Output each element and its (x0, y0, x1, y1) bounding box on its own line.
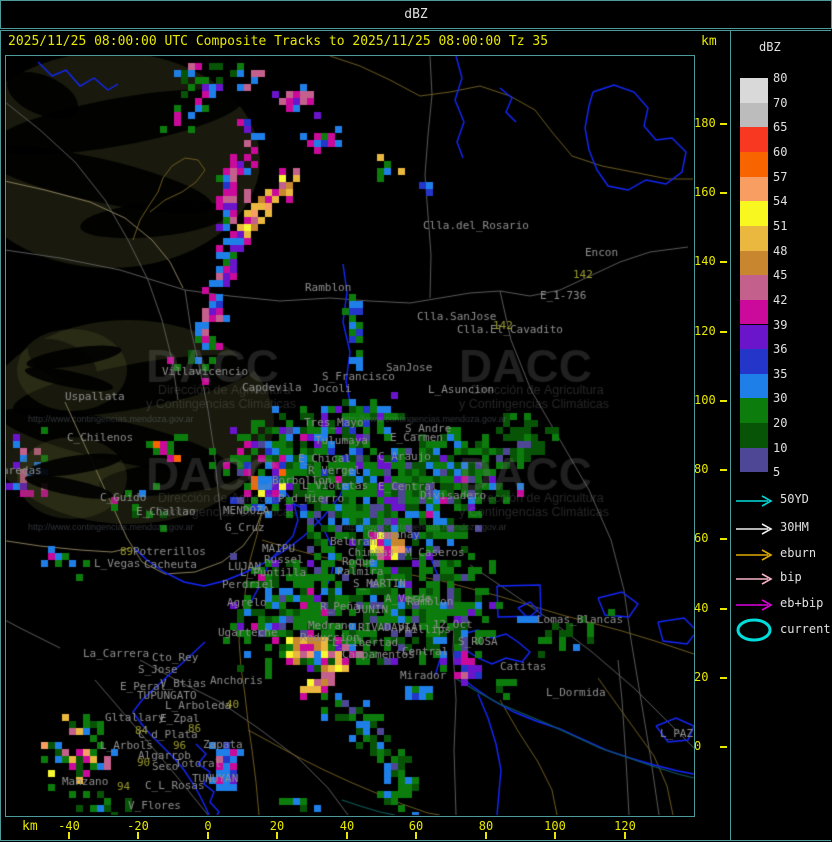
x-tick-mark (554, 832, 556, 839)
x-tick-mark (624, 832, 626, 839)
legend-item-label: 30HM (780, 520, 809, 534)
legend-item-label: current (780, 622, 831, 636)
header-unit-km: km (701, 34, 717, 49)
current-ellipse-icon (735, 617, 777, 643)
y-tick-mark (720, 746, 727, 748)
track-arrow-icon (735, 547, 777, 561)
colorbar-label: 10 (773, 440, 788, 455)
x-tick-mark (207, 832, 209, 839)
y-tick-mark (720, 400, 727, 402)
x-tick-label: -40 (58, 819, 80, 833)
legend-item-label: eburn (780, 546, 817, 560)
colorbar-label: 65 (773, 120, 788, 135)
colorbar-swatch (740, 102, 768, 128)
colorbar-label: 35 (773, 366, 788, 381)
colorbar-label: 20 (773, 416, 788, 431)
colorbar-swatch (740, 127, 768, 152)
colorbar-label: 54 (773, 194, 788, 209)
y-tick-mark (720, 677, 727, 679)
x-tick-label: 100 (544, 819, 566, 833)
y-tick-label: 100 (694, 393, 716, 407)
colorbar-swatch (740, 201, 768, 226)
colorbar-swatch (740, 398, 768, 424)
y-tick-label: 60 (694, 531, 709, 545)
y-tick-label: 160 (694, 185, 716, 199)
y-tick-mark (720, 261, 727, 263)
colorbar-swatch (740, 78, 768, 103)
x-axis-unit: km (22, 819, 38, 834)
x-tick-label: 60 (408, 819, 424, 833)
top-title-bar: dBZ (0, 0, 832, 29)
y-tick-mark (720, 123, 727, 125)
colorbar-swatch (740, 151, 768, 177)
y-tick-mark (720, 469, 727, 471)
y-tick-label: 140 (694, 254, 716, 268)
x-tick-label: 0 (204, 819, 212, 833)
x-tick-mark (276, 832, 278, 839)
track-arrow-icon (735, 493, 777, 507)
x-tick-mark (68, 832, 70, 839)
y-tick-mark (720, 331, 727, 333)
top-title: dBZ (404, 7, 428, 22)
colorbar-sidebar: dBZ 80 70 65 60 57 54 51 48 45 42 39 36 35 30 20 10 5 50… (731, 31, 831, 840)
x-tick-label: 120 (614, 819, 636, 833)
y-tick-mark (720, 192, 727, 194)
y-tick-label: 0 (694, 739, 702, 753)
track-arrow-icon (735, 597, 777, 611)
x-tick-mark (415, 832, 417, 839)
map-border (5, 55, 695, 817)
y-tick-label: 120 (694, 324, 716, 338)
colorbar-swatch (740, 225, 768, 251)
colorbar-label: 51 (773, 218, 788, 233)
colorbar-label: 70 (773, 95, 788, 110)
y-tick-label: 40 (694, 601, 709, 615)
colorbar-label: 42 (773, 292, 788, 307)
colorbar-label: 36 (773, 342, 788, 357)
sidebar-divider (730, 30, 731, 841)
x-tick-mark (485, 832, 487, 839)
colorbar-swatch (740, 423, 768, 448)
colorbar-swatch (740, 447, 768, 473)
colorbar-label: 57 (773, 169, 788, 184)
x-tick-label: 80 (478, 819, 494, 833)
y-tick-mark (720, 538, 727, 540)
colorbar-label: 39 (773, 317, 788, 332)
colorbar-swatch (740, 349, 768, 374)
x-tick-label: -20 (127, 819, 149, 833)
colorbar-swatch (740, 299, 768, 325)
colorbar-label: 80 (773, 71, 788, 85)
colorbar-label: 5 (773, 465, 781, 480)
y-tick-label: 80 (694, 462, 709, 476)
header-title: 2025/11/25 08:00:00 UTC Composite Tracks… (8, 34, 549, 49)
colorbar-swatch (740, 324, 768, 350)
y-tick-label: 180 (694, 116, 716, 130)
y-tick-label: 20 (694, 670, 709, 684)
colorbar-title: dBZ (759, 40, 781, 54)
y-tick-mark (720, 608, 727, 610)
x-tick-label: 40 (339, 819, 355, 833)
x-tick-mark (346, 832, 348, 839)
colorbar-label: 30 (773, 391, 788, 406)
colorbar-label: 60 (773, 144, 788, 159)
x-tick-label: 20 (269, 819, 285, 833)
colorbar-swatch (740, 373, 768, 399)
track-arrow-icon (735, 571, 777, 585)
colorbar-label: 45 (773, 268, 788, 283)
legend-item-label: 50YD (780, 492, 809, 506)
colorbar-swatch (740, 250, 768, 276)
colorbar-swatch (740, 176, 768, 202)
track-arrow-icon (735, 521, 777, 535)
colorbar-label: 48 (773, 243, 788, 258)
x-tick-mark (137, 832, 139, 839)
legend-item-label: bip (780, 570, 802, 584)
colorbar-swatch (740, 275, 768, 300)
legend-item-label: eb+bip (780, 596, 824, 610)
